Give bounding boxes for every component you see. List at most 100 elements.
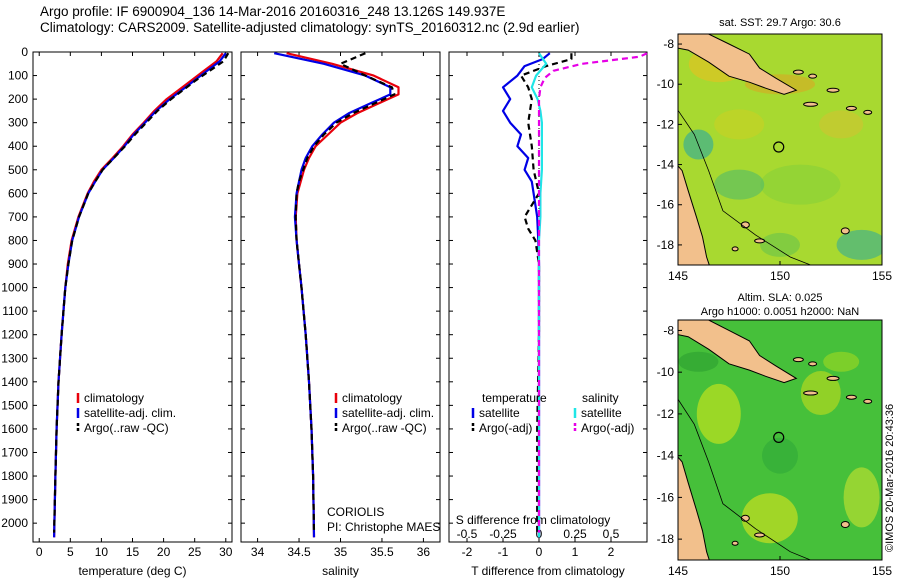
sla-map-title-line1: Altim. SLA: 0.025 [738,292,823,304]
legend-label: satellite-adj. clim. [342,406,434,420]
legend-label: satellite-adj. clim. [84,406,176,420]
s-tick-label: -0.5 [457,527,478,541]
y-tick-label: 500 [8,163,28,177]
argo-position-marker [773,431,785,444]
map-y-tick-label: -10 [657,77,675,91]
x-axis-label: temperature (deg C) [78,564,186,578]
y-tick-label: 400 [8,139,28,153]
series-line [273,52,392,538]
legend-label: Argo(..raw -QC) [84,421,169,435]
figure-title-line1: Argo profile: IF 6900904_136 14-Mar-2016… [40,4,506,19]
island [792,69,804,75]
map-y-tick-label: -12 [657,117,675,131]
map-x-tick-label: 145 [668,269,688,283]
legend-label: climatology [84,391,144,405]
s-tick-label: 0.5 [603,527,620,541]
x-tick-label: 20 [157,545,171,559]
y-tick-label: 1200 [1,328,28,342]
profile-panel-1: 0 5 10 15 20 25 30 temperature (deg C) 0 100 200 30… [1,45,232,578]
island [808,361,818,367]
field-anomaly [714,109,765,140]
legend-differences: temperature salinitysatelliteArgo(-adj)sa… [471,391,634,435]
island [803,390,819,396]
map-y-tick-label: -18 [657,238,675,252]
series-line [53,52,224,538]
y-tick-label: 200 [8,92,28,106]
pi-label: PI: Christophe MAES [327,520,440,534]
field-anomaly [678,351,719,372]
profile-panel-3: -2 -1 0 1 2 T difference from climatology -0.5… [448,51,648,578]
legend-label: satellite [581,406,622,420]
plot-frame [448,51,648,543]
series-line [53,52,230,533]
map-x-tick-label: 155 [872,269,892,283]
field-anomaly [760,164,841,205]
map-x-tick-label: 155 [872,564,892,578]
map-y-tick-label: -12 [657,407,675,421]
s-tick-label: -0.25 [489,527,517,541]
island [731,246,739,252]
field-anomaly [823,351,860,372]
map-y-tick-label: -8 [663,37,674,51]
land-new-guinea [678,320,798,384]
y-tick-label: 1800 [1,469,28,483]
x-axis-label: salinity [322,564,359,578]
x-tick-label: 2 [608,545,615,559]
y-tick-label: 1900 [1,493,28,507]
field-anomaly [819,110,864,139]
island [840,521,850,529]
map-x-tick-label: 150 [770,564,790,578]
y-tick-label: 300 [8,116,28,130]
x-tick-label: 30 [219,545,233,559]
series-line [294,52,396,533]
land-queensland [678,165,710,265]
map-y-tick-label: -14 [657,449,675,463]
island [863,398,873,404]
x-tick-label: 25 [188,545,202,559]
legend-label: climatology [342,391,402,405]
legend-label: satellite [479,406,520,420]
series-line [519,53,573,533]
y-tick-label: 600 [8,186,28,200]
island [840,227,850,235]
x-tick-label: -1 [498,545,509,559]
island [792,357,804,363]
x-tick-label: 36 [417,545,431,559]
x-tick-label: -2 [462,545,473,559]
legend-label: Argo(..raw -QC) [342,421,427,435]
y-tick-label: 800 [8,233,28,247]
shelf-contour [678,109,812,265]
coriolis-label: CORIOLIS [327,505,384,519]
y-tick-label: 0 [21,45,28,59]
y-tick-label: 900 [8,257,28,271]
x-tick-label: 34.5 [287,545,311,559]
x-tick-label: 5 [67,545,74,559]
x-tick-label: 34 [251,545,265,559]
map-y-tick-label: -8 [663,323,674,337]
map-y-tick-label: -16 [657,490,675,504]
map-y-tick-label: -18 [657,532,675,546]
series-line [286,52,400,538]
figure-title-line2: Climatology: CARS2009. Satellite-adjuste… [40,20,580,35]
s-axis-label: S difference from climatology [456,513,611,527]
x-tick-label: 1 [572,545,579,559]
y-tick-label: 1000 [1,281,28,295]
x-axis-label: T difference from climatology [471,564,625,578]
x-tick-label: 10 [95,545,109,559]
sla-map-title-line2: Argo h1000: 0.0051 h2000: NaN [701,306,859,318]
sst-map-field [678,34,882,265]
y-tick-label: 1600 [1,422,28,436]
plot-frame [240,51,441,543]
x-tick-label: 0 [536,545,543,559]
island [845,394,857,400]
field-anomaly [760,232,800,257]
field-anomaly [800,371,841,416]
y-tick-label: 1500 [1,398,28,412]
field-anomaly [843,467,880,528]
argo-position-marker [773,141,785,153]
map-y-tick-label: -16 [657,198,675,212]
island [826,375,840,381]
map-x-tick-label: 145 [668,564,688,578]
